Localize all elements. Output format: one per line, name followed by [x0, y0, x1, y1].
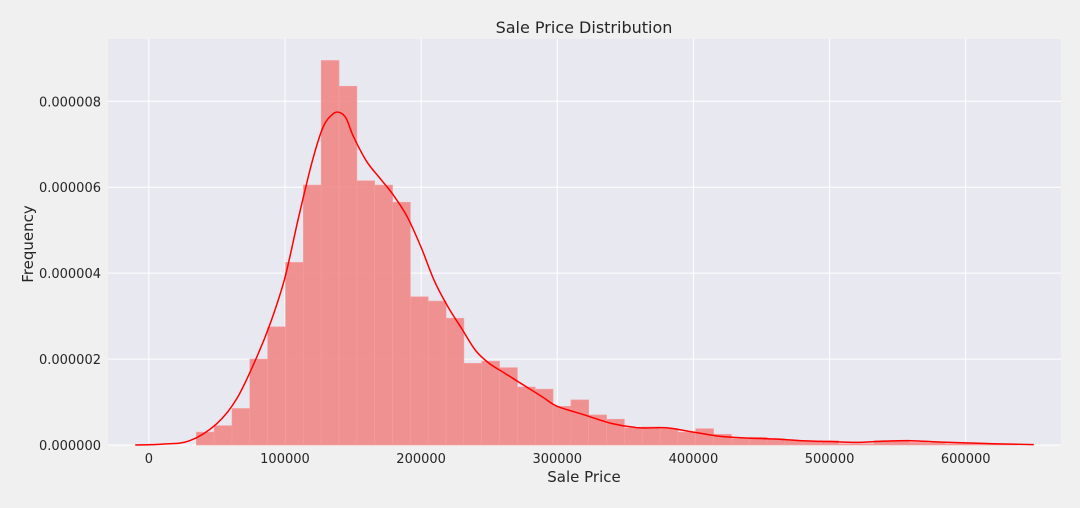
y-tick-label: 0.000008 — [39, 95, 101, 110]
x-axis-label: Sale Price — [547, 468, 620, 486]
chart-title: Sale Price Distribution — [496, 18, 673, 37]
x-tick-label: 200000 — [396, 452, 446, 467]
x-tick-label: 300000 — [532, 452, 582, 467]
y-tick-label: 0.000000 — [39, 439, 101, 454]
y-tick-label: 0.000004 — [39, 267, 101, 282]
histogram-bar — [927, 442, 946, 446]
histogram-bar — [677, 431, 697, 446]
histogram-bar — [320, 60, 340, 446]
histogram-bar — [731, 438, 750, 446]
histogram-bar — [481, 360, 500, 446]
histogram-bar — [784, 440, 804, 446]
kde-line — [135, 111, 1034, 446]
histogram-bar — [338, 85, 358, 446]
x-tick-label: 400000 — [669, 452, 719, 467]
histogram-bar — [267, 326, 286, 446]
histogram-bar — [838, 443, 857, 446]
histogram-bar — [570, 399, 590, 446]
x-tick-label: 600000 — [941, 452, 991, 467]
histogram-bar — [659, 428, 679, 446]
histogram-bar — [249, 358, 268, 446]
histogram-bar — [356, 180, 376, 446]
histogram-bar — [909, 442, 928, 446]
y-tick-label: 0.000006 — [39, 181, 101, 196]
x-tick-label: 0 — [145, 452, 153, 467]
y-tick-label: 0.000002 — [39, 353, 101, 368]
histogram-bar — [285, 262, 304, 446]
histogram-bar — [945, 443, 964, 446]
histogram-bar — [392, 201, 411, 446]
histogram-bar — [855, 443, 875, 446]
histogram-bar — [231, 408, 251, 446]
histogram-bar — [552, 406, 572, 446]
histogram-bar — [802, 441, 821, 446]
histogram-bar — [463, 363, 483, 446]
histogram-bar — [641, 426, 661, 446]
kde-layer — [135, 111, 1034, 446]
histogram-bar — [624, 427, 643, 446]
histogram-bar — [445, 317, 465, 446]
histogram-bars — [196, 60, 1018, 446]
histogram-bar — [517, 386, 536, 446]
histogram-bar — [303, 184, 322, 446]
x-tick-label: 100000 — [260, 452, 310, 467]
histogram-bar — [374, 184, 393, 446]
histogram-bar — [410, 296, 429, 446]
tick-labels: 0 100000 200000 300000 400000 500000 600000 0.0… — [39, 95, 991, 467]
histogram-bar — [820, 440, 839, 446]
histogram-bar — [427, 300, 447, 446]
x-tick-label: 500000 — [805, 452, 855, 467]
histogram-bar — [213, 425, 233, 446]
histogram-bar — [695, 428, 714, 446]
y-axis-label: Frequency — [19, 205, 37, 283]
histogram-bar — [196, 431, 215, 446]
